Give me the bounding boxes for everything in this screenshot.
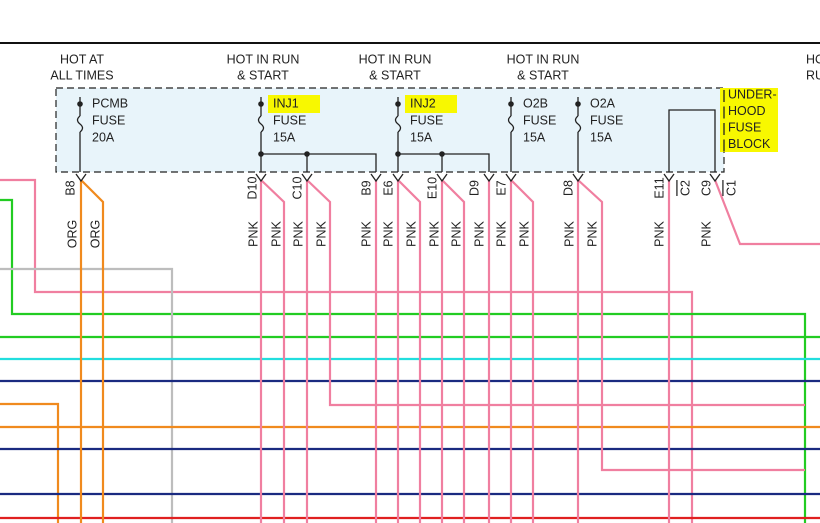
fuse-dot [77,101,83,107]
fuse-dot [395,101,401,107]
header-text: HOT IN RUN [359,52,432,66]
pin-label: E7 [494,180,508,195]
fuse-block-box [55,87,725,173]
highlight [268,95,320,113]
pin-label: C1 [724,180,738,196]
wire-label: PNK [494,220,508,246]
wire-label: ORG [65,220,79,248]
fuse-text: 20A [92,130,115,144]
wire-label: PNK [699,220,713,246]
block-label: BLOCK [728,137,771,151]
header-text: ALL TIMES [50,68,113,82]
pin-mark [301,173,313,183]
highlight [720,88,778,152]
fuse-text: O2B [523,96,548,110]
fuse-symbol [394,115,402,133]
fuse-text: 15A [273,130,296,144]
wire-label: PNK [246,220,260,246]
pin-mark [370,173,382,183]
pin-label: E11 [652,177,666,198]
header-text: HOT IN RUN [227,52,300,66]
pin-label: D8 [561,180,575,196]
pin-mark [75,173,87,183]
header-text: HOT AT [60,52,104,66]
fuse-symbol [574,115,582,133]
wire-label: PNK [652,220,666,246]
fuse-symbol [257,115,265,133]
wire-label: ORG [88,220,102,248]
pin-label: E10 [425,177,439,199]
pin-mark [255,173,267,183]
wire-label: PNK [585,220,599,246]
fuse-text: 15A [410,130,433,144]
pin-label: D9 [467,180,481,196]
fuse-text: 15A [523,130,546,144]
pin-label: C9 [699,180,713,196]
pin-mark [483,173,495,183]
pin-label: B9 [359,180,373,195]
wire-label: PNK [291,220,305,246]
wire-label: PNK [314,220,328,246]
wire-label: PNK [427,220,441,246]
fuse-dot [575,101,581,107]
wire-label: PNK [562,220,576,246]
busbars [258,109,716,172]
block-label: UNDER- [728,87,777,101]
fuse-text: FUSE [92,113,125,127]
header-text: & START [237,68,289,82]
fuse-text: FUSE [410,113,443,127]
wire-label: PNK [359,220,373,246]
background-wires [0,178,820,523]
fuse-symbol [507,115,515,133]
fuse-text: INJ2 [410,96,436,110]
fuse-text: FUSE [590,113,623,127]
header-text: HOT IN RUN [507,52,580,66]
fuse-text: 15A [590,130,613,144]
pin-mark [505,173,517,183]
pin-label: D10 [245,176,259,199]
pin-label: E6 [381,180,395,195]
wire-label: PNK [449,220,463,246]
pin-mark [392,173,404,183]
fuse-text: INJ1 [273,96,299,110]
pin-label: C10 [290,176,304,199]
block-label: FUSE [728,120,761,134]
header-text: & START [517,68,569,82]
pin-label: C2 [678,180,692,196]
pin-mark [709,173,721,183]
wire-label: PNK [381,220,395,246]
pin-mark [572,173,584,183]
pin-label: B8 [63,180,77,195]
fuse-text: O2A [590,96,616,110]
fuse-text: FUSE [523,113,556,127]
pin-mark [663,173,675,183]
wire-label: PNK [269,220,283,246]
wire-label: PNK [404,220,418,246]
highlight [405,95,457,113]
wire-label: PNK [517,220,531,246]
fuse-dot [508,101,514,107]
header-text: HO [806,52,820,66]
block-label: HOOD [728,104,766,118]
fuse-symbol [76,115,84,133]
fuse-text: PCMB [92,96,128,110]
header-text: RU [806,68,820,82]
wire-label: PNK [472,220,486,246]
pin-mark [436,173,448,183]
fuse-dot [258,101,264,107]
header-text: & START [369,68,421,82]
fuse-text: FUSE [273,113,306,127]
